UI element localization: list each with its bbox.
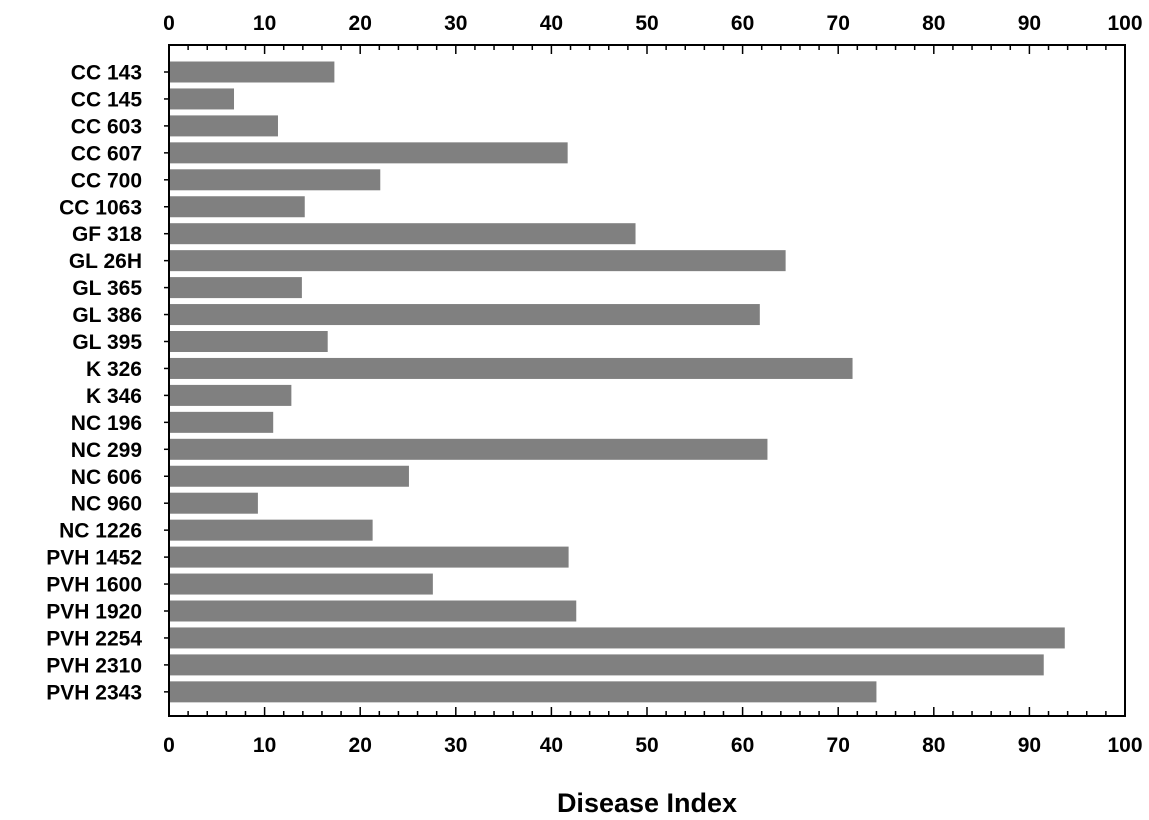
category-label: NC 960 bbox=[71, 493, 142, 516]
labels-group: CC 143 CC 145 CC 603 CC 607 CC 700 CC 1063 GF … bbox=[46, 12, 1142, 757]
bar-cc-700 bbox=[169, 169, 381, 191]
category-label: GL 365 bbox=[72, 277, 142, 300]
category-label: CC 143 bbox=[71, 62, 142, 85]
bar-nc-196 bbox=[169, 411, 274, 433]
bar-nc-960 bbox=[169, 492, 258, 514]
x-tick-label-bottom: 0 bbox=[163, 734, 175, 757]
x-tick-label-top: 80 bbox=[922, 12, 945, 35]
bar-pvh-2343 bbox=[169, 681, 877, 703]
x-tick-label-top: 0 bbox=[163, 12, 175, 35]
bar-pvh-2310 bbox=[169, 654, 1044, 676]
bar-gl-395 bbox=[169, 331, 328, 352]
x-tick-label-top: 60 bbox=[731, 12, 754, 35]
category-label: GF 318 bbox=[72, 223, 142, 246]
bar-gl-365 bbox=[169, 277, 302, 299]
x-tick-label-bottom: 70 bbox=[827, 734, 850, 757]
x-tick-label-top: 50 bbox=[635, 12, 658, 35]
x-tick-label-bottom: 90 bbox=[1018, 734, 1041, 757]
category-label: GL 26H bbox=[69, 250, 142, 273]
ticks-group bbox=[164, 45, 1126, 716]
bar-pvh-2254 bbox=[169, 627, 1065, 649]
bar-cc-145 bbox=[169, 88, 235, 110]
bar-cc-603 bbox=[169, 115, 278, 137]
x-tick-label-bottom: 10 bbox=[253, 734, 276, 757]
bar-k-346 bbox=[169, 384, 292, 406]
category-label: CC 603 bbox=[71, 115, 142, 138]
category-label: GL 395 bbox=[72, 331, 142, 354]
x-tick-label-top: 100 bbox=[1107, 12, 1142, 35]
x-tick-label-bottom: 30 bbox=[444, 734, 467, 757]
category-label: PVH 2310 bbox=[46, 654, 142, 677]
bar-nc-1226 bbox=[169, 519, 373, 541]
category-label: PVH 1600 bbox=[46, 574, 142, 597]
x-tick-label-bottom: 80 bbox=[922, 734, 945, 757]
x-tick-label-bottom: 50 bbox=[635, 734, 658, 757]
x-tick-label-top: 30 bbox=[444, 12, 467, 35]
category-label: PVH 1920 bbox=[46, 601, 142, 624]
category-label: CC 145 bbox=[71, 88, 143, 111]
category-label: NC 299 bbox=[71, 439, 142, 462]
bar-gl-26h bbox=[169, 250, 786, 272]
category-label: PVH 2254 bbox=[46, 627, 142, 650]
bar-cc-1063 bbox=[169, 196, 305, 218]
bar-nc-299 bbox=[169, 438, 768, 460]
category-label: NC 196 bbox=[71, 412, 142, 435]
bar-cc-143 bbox=[169, 61, 335, 83]
x-tick-label-bottom: 20 bbox=[349, 734, 372, 757]
x-tick-label-top: 20 bbox=[349, 12, 372, 35]
bar-nc-606 bbox=[169, 465, 409, 487]
category-label: CC 607 bbox=[71, 142, 142, 165]
x-tick-label-bottom: 60 bbox=[731, 734, 754, 757]
category-label: PVH 1452 bbox=[46, 547, 142, 570]
x-tick-label-bottom: 100 bbox=[1107, 734, 1142, 757]
category-label: CC 700 bbox=[71, 169, 142, 192]
bars-group bbox=[169, 61, 1065, 703]
bar-pvh-1920 bbox=[169, 600, 577, 622]
x-tick-label-top: 90 bbox=[1018, 12, 1041, 35]
x-tick-label-top: 10 bbox=[253, 12, 276, 35]
x-tick-label-bottom: 40 bbox=[540, 734, 563, 757]
category-label: CC 1063 bbox=[59, 196, 142, 219]
bar-cc-607 bbox=[169, 142, 568, 164]
category-label: PVH 2343 bbox=[46, 681, 142, 704]
category-label: NC 1226 bbox=[59, 520, 142, 543]
x-tick-label-top: 70 bbox=[827, 12, 850, 35]
category-label: NC 606 bbox=[71, 466, 142, 489]
x-tick-label-top: 40 bbox=[540, 12, 563, 35]
category-label: K 326 bbox=[86, 358, 142, 381]
bar-gl-386 bbox=[169, 304, 760, 326]
category-label: GL 386 bbox=[72, 304, 142, 327]
x-axis-title: Disease Index bbox=[557, 788, 737, 818]
bar-pvh-1452 bbox=[169, 546, 569, 568]
bar-gf-318 bbox=[169, 223, 636, 245]
bar-pvh-1600 bbox=[169, 573, 433, 595]
category-label: K 346 bbox=[86, 385, 142, 408]
bar-k-326 bbox=[169, 357, 853, 379]
